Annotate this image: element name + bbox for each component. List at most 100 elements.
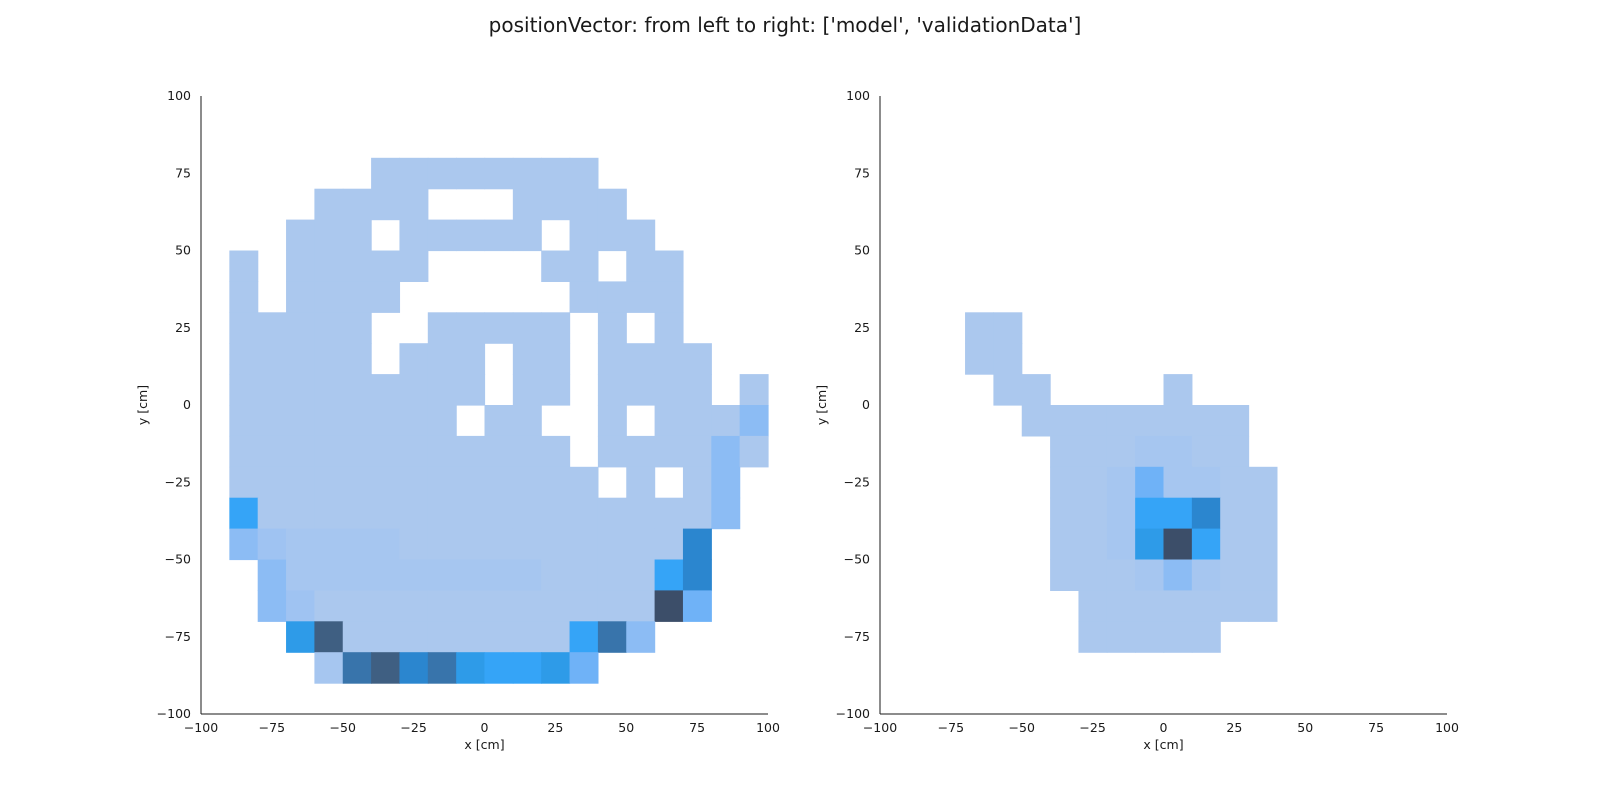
heatmap-cell <box>597 219 627 252</box>
y-tick-label: 100 <box>846 88 870 103</box>
y-tick-label: −75 <box>165 629 191 644</box>
heatmap-cell <box>314 528 344 561</box>
heatmap-cell <box>1163 590 1193 622</box>
heatmap-cell <box>626 219 656 252</box>
heatmap-cell <box>626 250 656 282</box>
heatmap-cell <box>541 435 571 468</box>
heatmap-cell <box>541 497 571 530</box>
heatmap-cell <box>512 497 542 530</box>
y-tick-label: 100 <box>167 88 191 103</box>
heatmap-cell <box>456 497 486 530</box>
x-tick-label: −100 <box>184 720 218 735</box>
heatmap-cell <box>371 250 401 282</box>
heatmap-cell <box>1106 435 1136 468</box>
heatmap-cell <box>427 435 457 468</box>
heatmap-cell <box>1135 559 1165 591</box>
heatmap-cell <box>682 528 712 561</box>
heatmap-cell <box>484 559 514 591</box>
heatmap-cell <box>541 374 571 406</box>
heatmap-cell <box>399 466 429 499</box>
heatmap-cell <box>1135 528 1165 561</box>
x-tick-label: −50 <box>1009 720 1035 735</box>
heatmap-cell <box>682 559 712 591</box>
heatmap-cell <box>456 343 486 375</box>
heatmap-cell <box>541 343 571 375</box>
heatmap-cell <box>739 405 769 437</box>
heatmap-cell <box>399 188 429 221</box>
heatmap-cell <box>597 621 627 653</box>
heatmap-cell <box>286 621 315 653</box>
heatmap-cell <box>1163 528 1193 561</box>
heatmap-cell <box>597 374 627 406</box>
heatmap-cell <box>229 466 259 499</box>
heatmap-cell <box>541 621 571 653</box>
heatmap-cell <box>1135 435 1165 468</box>
y-tick-label: −50 <box>165 552 191 567</box>
heatmap-cell <box>993 312 1023 344</box>
heatmap-cell <box>654 497 684 530</box>
heatmap-cell <box>626 343 656 375</box>
heatmap-cell <box>654 590 684 622</box>
heatmap-cell <box>682 466 712 499</box>
heatmap-cell <box>427 157 457 190</box>
heatmap-cell <box>399 250 429 282</box>
heatmap-cell <box>1220 528 1250 561</box>
heatmap-cell <box>342 590 372 622</box>
x-tick-label: 100 <box>756 720 780 735</box>
heatmap-cell <box>342 405 372 437</box>
heatmap-cell <box>1191 559 1221 591</box>
heatmap-cell <box>314 497 344 530</box>
heatmap-cell <box>1163 497 1193 530</box>
heatmap-cell <box>541 188 571 221</box>
heatmap-cell <box>484 528 514 561</box>
y-tick-label: −25 <box>165 474 191 489</box>
heatmap-cell <box>512 590 542 622</box>
heatmap-cell <box>371 157 401 190</box>
heatmap-cell <box>654 343 684 375</box>
heatmap-cell <box>257 528 287 561</box>
heatmap-cell <box>342 219 372 252</box>
heatmap-cell <box>1078 466 1108 499</box>
heatmap-cell <box>456 219 486 252</box>
y-tick-label: −100 <box>157 706 191 721</box>
heatmap-cell <box>1220 497 1250 530</box>
heatmap-cell <box>512 188 542 221</box>
heatmap-cell <box>1106 590 1136 622</box>
heatmap-cell <box>229 374 259 406</box>
x-tick-label: 25 <box>1226 720 1242 735</box>
heatmap-cell <box>512 466 542 499</box>
heatmap-cell <box>654 250 684 282</box>
heatmap-cell <box>569 219 599 252</box>
y-tick-label: −50 <box>844 552 870 567</box>
heatmap-cell <box>257 435 287 468</box>
heatmap-cell <box>1106 405 1136 437</box>
heatmap-cell <box>1191 435 1221 468</box>
heatmap-cell <box>484 312 514 344</box>
heatmap-cell <box>456 621 486 653</box>
heatmap-cell <box>1163 559 1193 591</box>
heatmap-cell <box>654 435 684 468</box>
heatmap-cell <box>427 497 457 530</box>
heatmap-cell <box>342 621 372 653</box>
y-axis-label: y [cm] <box>814 385 829 425</box>
heatmap-cell <box>512 435 542 468</box>
heatmap-cell <box>427 559 457 591</box>
heatmap-cell <box>654 528 684 561</box>
heatmap-cell <box>1248 466 1278 499</box>
heatmap-cell <box>682 405 712 437</box>
heatmap-cell <box>314 590 344 622</box>
heatmap-cell <box>427 590 457 622</box>
heatmap-cell <box>257 559 287 591</box>
heatmap-cell <box>1191 497 1221 530</box>
heatmap-cell <box>711 405 741 437</box>
heatmap-cell <box>229 528 259 561</box>
heatmap-cell <box>456 559 486 591</box>
x-tick-label: 0 <box>1160 720 1168 735</box>
x-tick-label: 75 <box>1368 720 1384 735</box>
heatmap-cell <box>456 652 486 684</box>
heatmap-cell <box>342 466 372 499</box>
heatmap-cell <box>399 590 429 622</box>
heatmap-cell <box>541 157 571 190</box>
heatmap-cell <box>229 281 259 313</box>
